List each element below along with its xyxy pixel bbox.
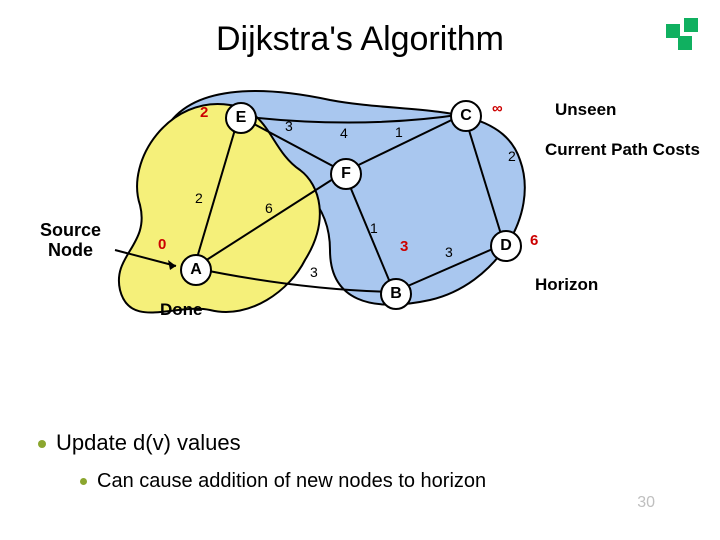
- edge-weight: 1: [370, 220, 378, 236]
- edge-weight: 2: [508, 148, 516, 164]
- node-f: F: [330, 158, 362, 190]
- edge-weight: 1: [395, 124, 403, 140]
- node-d: D: [490, 230, 522, 262]
- edge-weight: 3: [285, 118, 293, 134]
- bullet-icon: [80, 478, 87, 485]
- node-a: A: [180, 254, 212, 286]
- edge-weight: 4: [340, 125, 348, 141]
- edge-weight: 6: [265, 200, 273, 216]
- edge-weight: 2: [195, 190, 203, 206]
- cost-a: 0: [158, 236, 166, 253]
- node-b: B: [380, 278, 412, 310]
- label-current-path-costs: Current Path Costs: [545, 140, 700, 160]
- cost-d: 6: [530, 232, 538, 249]
- label-horizon: Horizon: [535, 275, 598, 295]
- cost-b: 3: [400, 238, 408, 255]
- edge-weight: 3: [310, 264, 318, 280]
- cost-c: ∞: [492, 100, 503, 117]
- label-done: Done: [160, 300, 203, 320]
- label-unseen: Unseen: [555, 100, 616, 120]
- diagram-canvas: [0, 0, 720, 540]
- node-e: E: [225, 102, 257, 134]
- page-number: 30: [637, 494, 655, 512]
- bullet-2: Can cause addition of new nodes to horiz…: [80, 470, 486, 493]
- cost-e: 2: [200, 104, 208, 121]
- label-source-node: SourceNode: [40, 220, 101, 260]
- edge-weight: 3: [445, 244, 453, 260]
- node-c: C: [450, 100, 482, 132]
- bullet-icon: [38, 440, 46, 448]
- bullet-1: Update d(v) values: [38, 430, 241, 456]
